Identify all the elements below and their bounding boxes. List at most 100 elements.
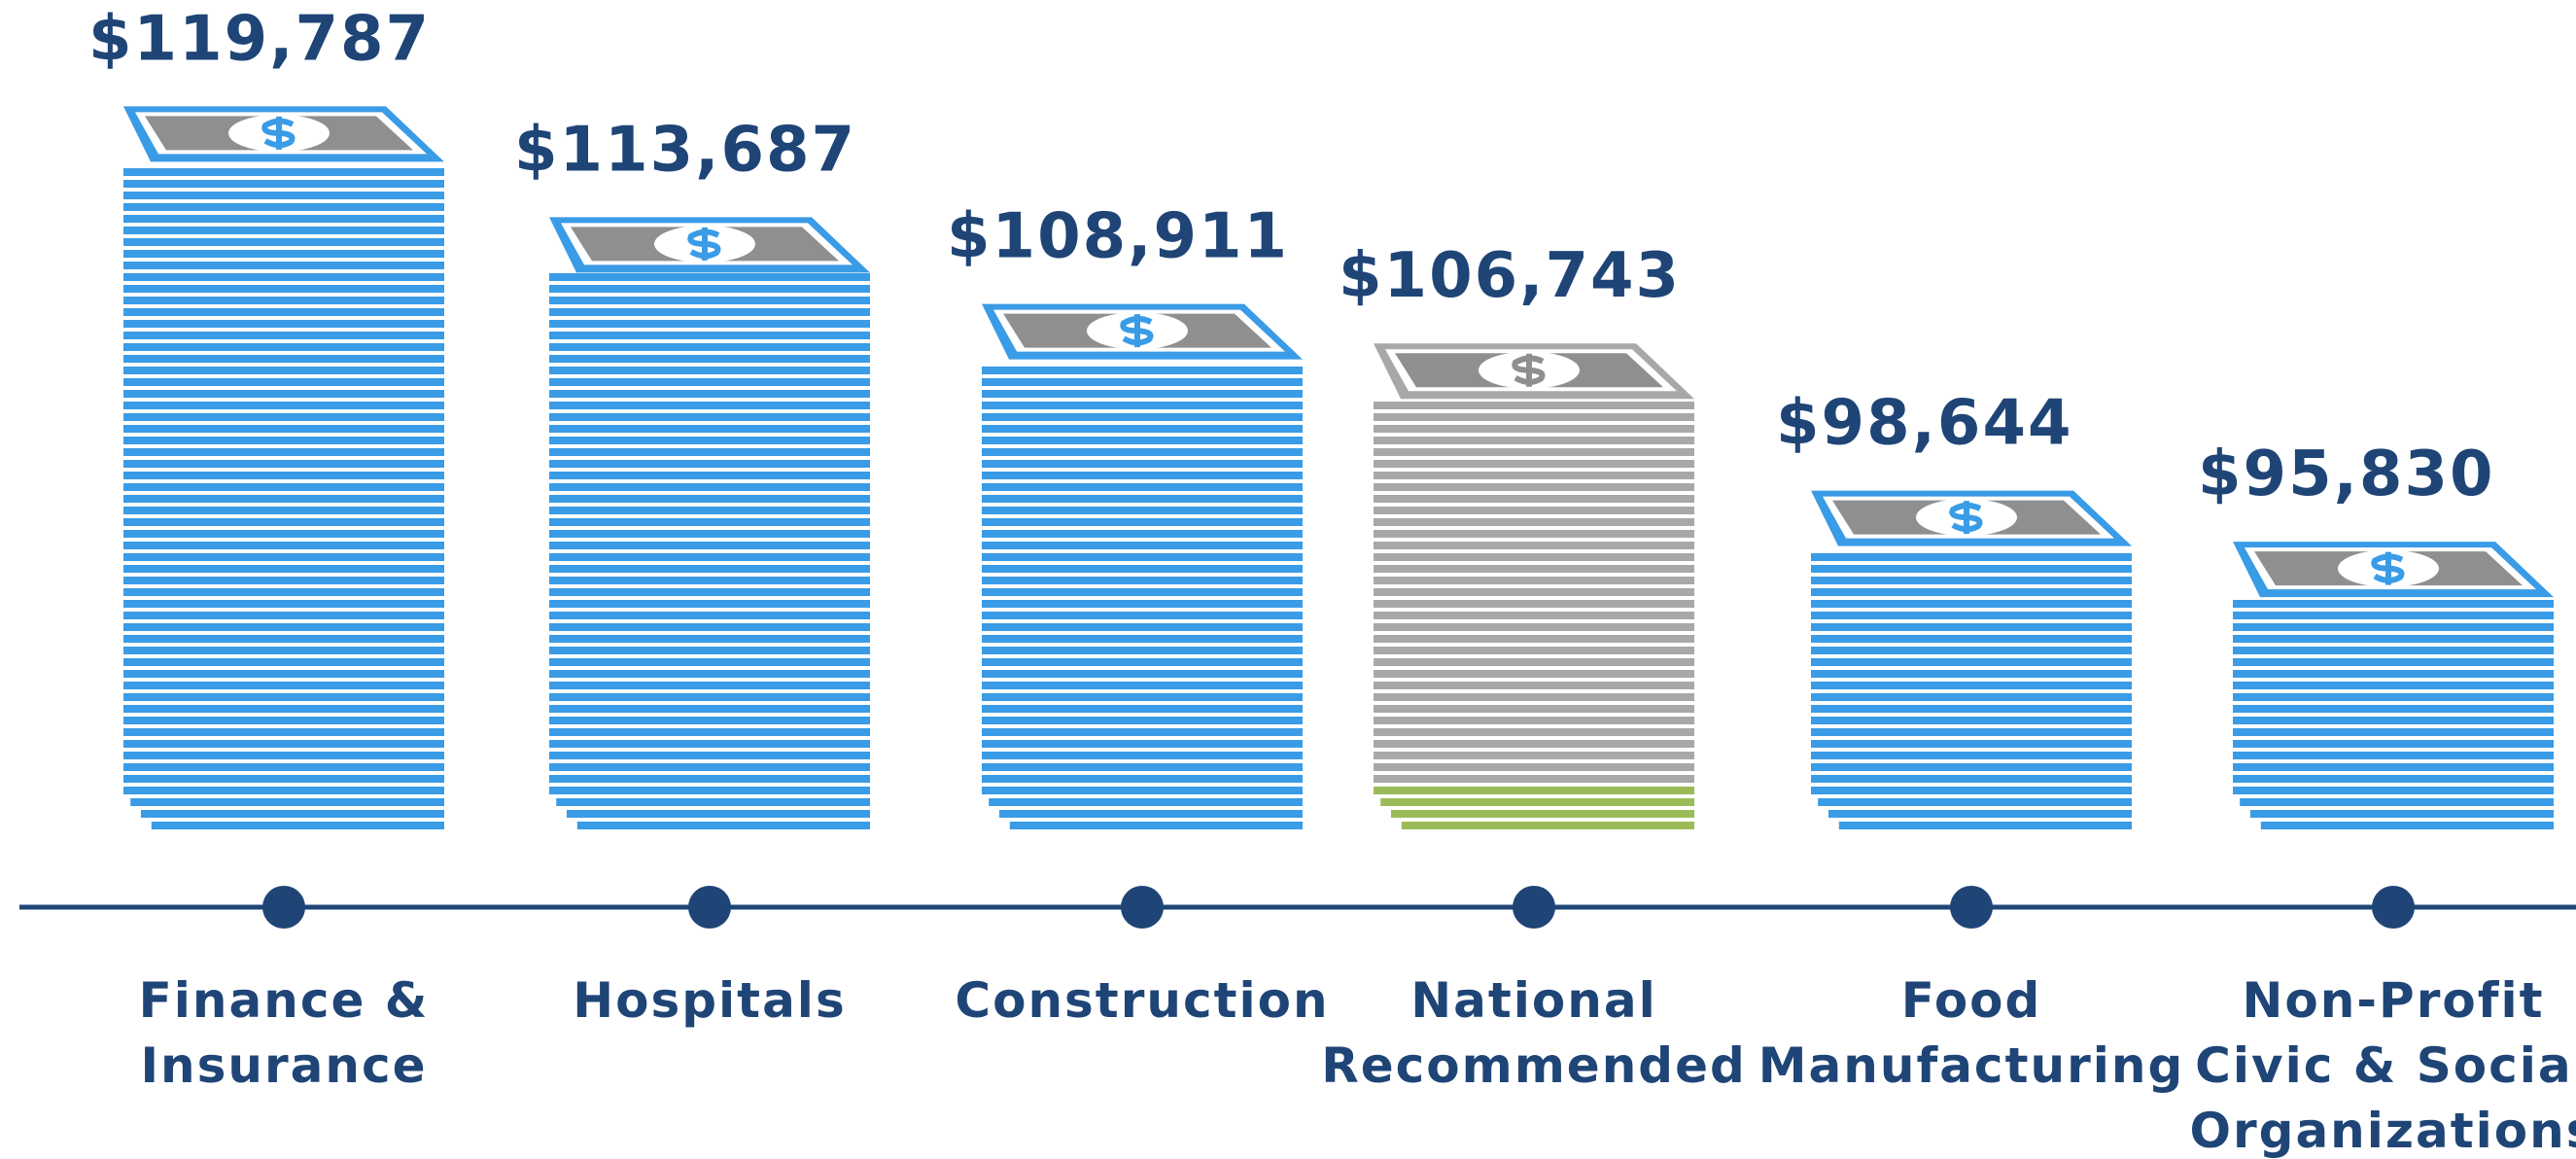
bill-edge (1811, 553, 2132, 561)
bill-edge (982, 507, 1303, 514)
timeline-dot (1513, 886, 1555, 929)
bill-edge (1811, 787, 2132, 794)
bill-edge (982, 437, 1303, 444)
bill-edge (1811, 577, 2132, 584)
bill-edge (1374, 413, 1694, 421)
bill-edge (549, 308, 870, 316)
bill-edge (123, 530, 444, 538)
bill-edge (141, 810, 444, 818)
money-stack (2233, 542, 2554, 829)
bill-edge (123, 542, 444, 549)
bill-edge (2233, 658, 2554, 666)
bill-edge (123, 775, 444, 783)
bill-edge (123, 203, 444, 211)
bill-edge (549, 507, 870, 514)
bill-edge (549, 297, 870, 304)
bill-edge (123, 215, 444, 223)
bill-edge (123, 647, 444, 654)
bill-edge (2233, 775, 2554, 783)
bill-edge (982, 658, 1303, 666)
value-label: $119,787 (88, 3, 431, 75)
bill-edge (549, 787, 870, 794)
bill-edge (982, 367, 1303, 374)
bill-edge (123, 740, 444, 748)
bill-edge (982, 460, 1303, 468)
bill-edge (549, 682, 870, 689)
bill-edge (1811, 740, 2132, 748)
bill-edge (123, 670, 444, 678)
bill-edge (1811, 658, 2132, 666)
timeline-dot (262, 886, 305, 929)
bill-edge (1374, 787, 1694, 794)
bill-edge (982, 448, 1303, 456)
bill-edge (982, 588, 1303, 596)
value-label: $113,687 (514, 114, 856, 186)
money-stack (549, 217, 870, 829)
bill-edge (2240, 798, 2554, 806)
bill-edge (2250, 810, 2554, 818)
bill-edge (549, 460, 870, 468)
bill-edge (982, 670, 1303, 678)
bill-edge (549, 588, 870, 596)
bill-edge (123, 448, 444, 456)
bill-edge (1374, 658, 1694, 666)
bill-edge (123, 378, 444, 386)
bill-edge (123, 682, 444, 689)
bill-edge (549, 670, 870, 678)
bill-edge (982, 623, 1303, 631)
bill-edge (123, 495, 444, 503)
bill-edge (2233, 682, 2554, 689)
bill-edge (1374, 670, 1694, 678)
bill-edge (1374, 507, 1694, 514)
bill-edge (982, 728, 1303, 736)
bill-edge (982, 495, 1303, 503)
bill-edge (982, 425, 1303, 433)
bill-edge (982, 600, 1303, 608)
bill-edge (123, 180, 444, 188)
bill-edge (576, 822, 870, 829)
bill-edge (2233, 670, 2554, 678)
bill-edge (1374, 705, 1694, 713)
bill-edge (1374, 518, 1694, 526)
bill-edge (123, 227, 444, 234)
dollar-icon (2371, 551, 2405, 585)
bill-edge (1374, 623, 1694, 631)
bill-edge (549, 775, 870, 783)
bill-edge (123, 518, 444, 526)
bill-edge (549, 483, 870, 491)
bill-edge (1374, 775, 1694, 783)
bill-edge (1374, 588, 1694, 596)
bill-edge (549, 565, 870, 573)
bill-edge (982, 705, 1303, 713)
bill-edge (123, 320, 444, 328)
bill-edge (549, 577, 870, 584)
timeline-dot (2372, 886, 2415, 929)
bill-edge (1374, 530, 1694, 538)
bill-edge (549, 728, 870, 736)
bill-edge (130, 798, 444, 806)
bill-edge (549, 740, 870, 748)
bill-edge (1811, 612, 2132, 619)
category-label: Finance & Insurance (138, 972, 430, 1094)
bill-edge (123, 577, 444, 584)
value-label: $106,743 (1339, 240, 1681, 312)
bill-edge (123, 238, 444, 246)
bill-edge (1811, 647, 2132, 654)
bill-edge (982, 775, 1303, 783)
bill-edge (549, 472, 870, 479)
bill-edge (549, 647, 870, 654)
bill-edge (123, 565, 444, 573)
bill-edge (549, 763, 870, 771)
bill-edge (1374, 752, 1694, 759)
bill-edge (2233, 728, 2554, 736)
bill-edge (2233, 717, 2554, 724)
value-label: $108,911 (947, 201, 1289, 273)
bill-edge (549, 355, 870, 363)
bill-edge (123, 623, 444, 631)
bill-edge (2233, 693, 2554, 701)
bill-edge (549, 285, 870, 293)
timeline-dot (688, 886, 731, 929)
bill-edge (1391, 810, 1694, 818)
timeline-dot (1121, 886, 1164, 929)
